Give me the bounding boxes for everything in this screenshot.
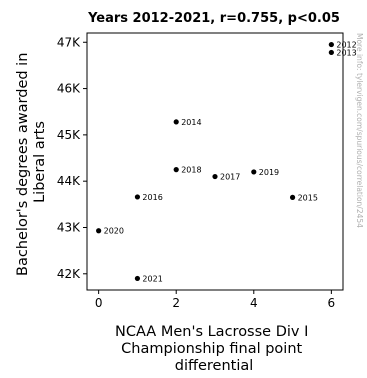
data-point-label: 2020 <box>104 227 124 236</box>
data-point-label: 2012 <box>336 41 356 50</box>
data-point-label: 2014 <box>181 118 201 127</box>
data-point-label: 2013 <box>336 48 356 57</box>
x-tick-label: 2 <box>172 296 180 310</box>
data-point-label: 2017 <box>220 173 240 182</box>
y-axis-title: Bachelor's degrees awarded in Liberal ar… <box>15 48 48 276</box>
y-tick-label: 43K <box>57 220 81 234</box>
data-point <box>328 49 334 56</box>
data-point <box>173 119 179 125</box>
data-point <box>251 169 257 175</box>
watermark-text: More info: tylervigen.com/spurious/corre… <box>355 33 364 228</box>
chart-title: Years 2012-2021, r=0.755, p<0.05 <box>87 11 340 26</box>
data-point-label: 2018 <box>181 166 201 175</box>
plot-frame <box>86 32 344 291</box>
data-point <box>212 173 218 180</box>
data-point <box>134 275 141 282</box>
data-point <box>173 167 179 173</box>
x-axis-title-line-2: Championship final point <box>121 341 302 357</box>
data-point <box>289 194 296 200</box>
x-tick-label: 0 <box>95 296 103 310</box>
x-axis-title: NCAA Men's Lacrosse Div I Championship f… <box>115 324 313 374</box>
data-point-label: 2016 <box>142 193 162 202</box>
x-tick-label: 4 <box>250 296 258 310</box>
data-point-label: 2019 <box>259 168 279 177</box>
data-point <box>134 194 141 200</box>
x-axis-title-line-1: NCAA Men's Lacrosse Div I <box>115 324 308 340</box>
y-axis-title-line-1: Bachelor's degrees awarded in <box>15 53 31 276</box>
data-point-label: 2021 <box>142 274 162 283</box>
y-tick-label: 44K <box>57 174 81 188</box>
y-tick-label: 42K <box>57 267 81 281</box>
y-tick-label: 47K <box>57 35 81 49</box>
data-point-label: 2015 <box>298 193 318 202</box>
data-point <box>96 228 102 234</box>
x-tick-label: 6 <box>328 296 336 310</box>
x-axis-title-line-3: differential <box>175 358 254 374</box>
y-axis-title-line-2: Liberal arts <box>32 121 48 203</box>
y-tick-label: 46K <box>57 82 81 96</box>
data-point <box>328 41 334 48</box>
y-tick-label: 45K <box>57 128 81 142</box>
